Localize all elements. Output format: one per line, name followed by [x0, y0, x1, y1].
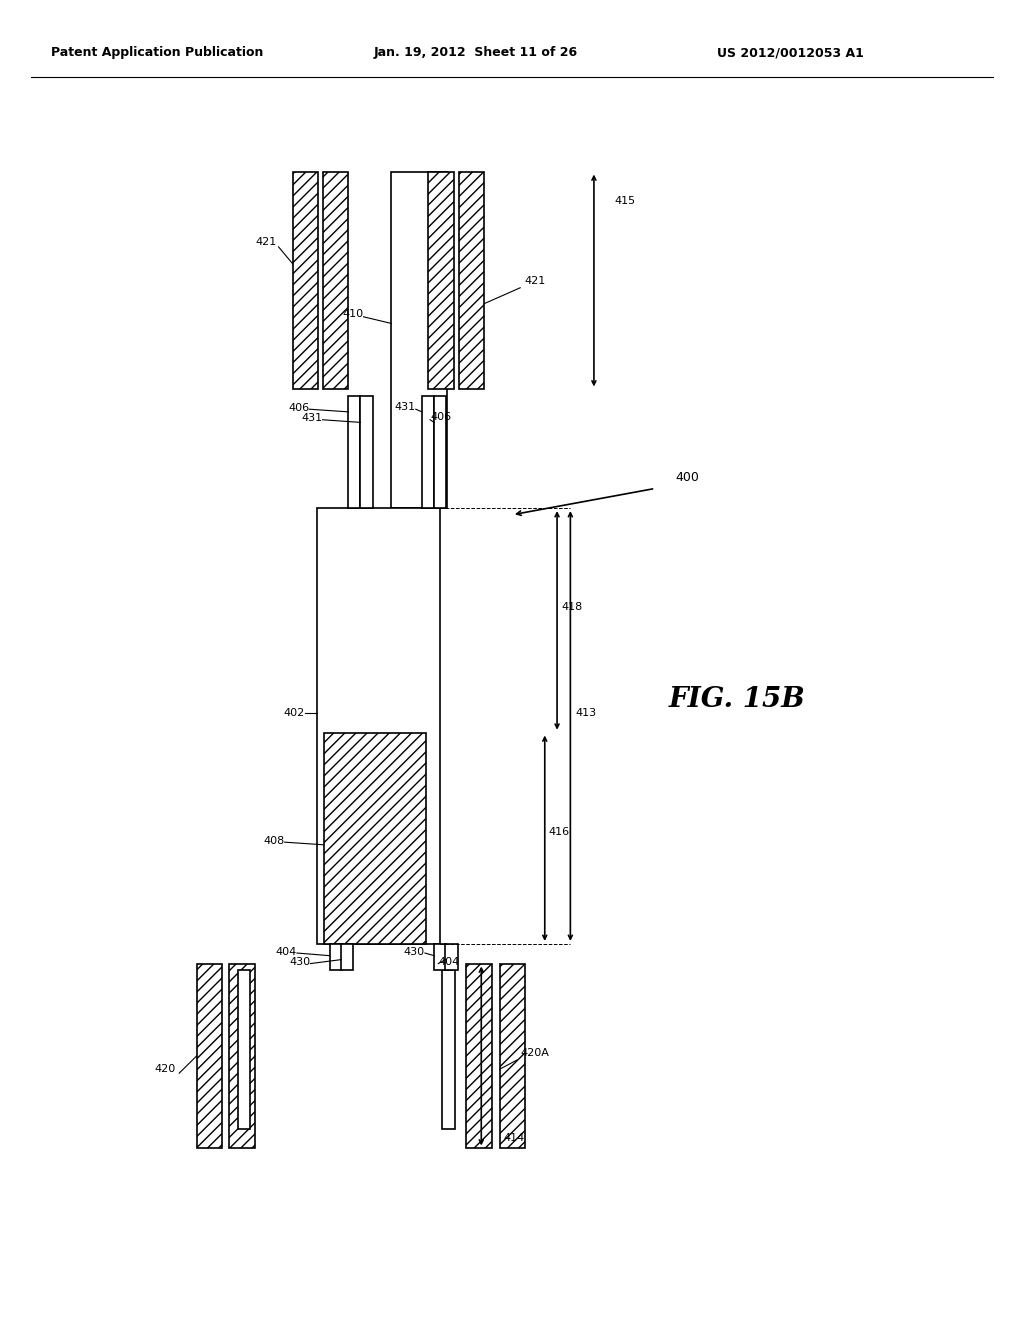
Bar: [428, 172, 454, 389]
Text: 431: 431: [301, 413, 323, 424]
Bar: [341, 944, 353, 970]
Text: 431: 431: [394, 401, 416, 412]
Text: 402: 402: [284, 708, 305, 718]
Bar: [293, 172, 318, 389]
Bar: [391, 172, 447, 508]
Text: US 2012/0012053 A1: US 2012/0012053 A1: [717, 46, 863, 59]
Bar: [360, 396, 373, 508]
Bar: [466, 964, 492, 1148]
Text: 404: 404: [275, 946, 297, 957]
Text: 418: 418: [561, 602, 583, 612]
Text: 413: 413: [575, 708, 597, 718]
Bar: [348, 396, 360, 508]
Bar: [422, 396, 434, 508]
Text: 400: 400: [676, 471, 699, 484]
Text: 406: 406: [288, 403, 309, 413]
Text: 410: 410: [342, 309, 364, 319]
Text: 420A: 420A: [520, 1048, 549, 1059]
Text: FIG. 15B: FIG. 15B: [669, 686, 806, 713]
Text: 404: 404: [438, 957, 460, 968]
Text: 415: 415: [614, 195, 636, 206]
Bar: [197, 964, 222, 1148]
Bar: [238, 970, 250, 1129]
Text: 430: 430: [289, 957, 310, 968]
Bar: [229, 964, 255, 1148]
Bar: [323, 172, 348, 389]
Text: 414: 414: [504, 1133, 525, 1143]
Bar: [500, 964, 525, 1148]
Text: 416: 416: [549, 826, 570, 837]
Bar: [434, 944, 446, 970]
Bar: [330, 944, 342, 970]
Text: 406: 406: [430, 412, 452, 422]
Text: 421: 421: [524, 276, 546, 286]
Bar: [317, 508, 440, 944]
Text: 430: 430: [403, 946, 425, 957]
Bar: [324, 733, 426, 944]
Text: Jan. 19, 2012  Sheet 11 of 26: Jan. 19, 2012 Sheet 11 of 26: [374, 46, 578, 59]
Text: 420: 420: [155, 1064, 176, 1074]
Bar: [445, 944, 458, 970]
Bar: [434, 396, 446, 508]
Text: Patent Application Publication: Patent Application Publication: [51, 46, 263, 59]
Bar: [459, 172, 484, 389]
Bar: [442, 970, 455, 1129]
Text: 408: 408: [263, 836, 285, 846]
Text: 421: 421: [255, 236, 276, 247]
